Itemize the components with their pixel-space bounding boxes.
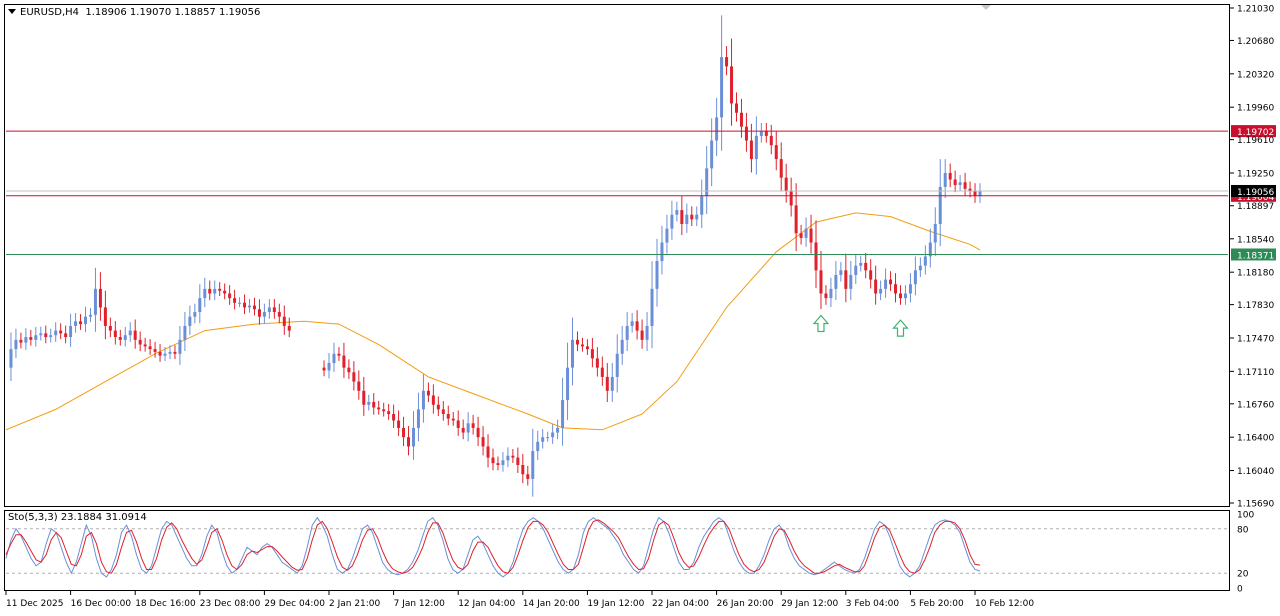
- price-tick-label: 1.16040: [1237, 467, 1274, 477]
- osc-level-label: 100: [1237, 511, 1254, 521]
- time-tick-label: 3 Feb 04:00: [846, 599, 900, 609]
- level-label: 1.19702: [1237, 128, 1274, 138]
- time-tick-label: 7 Jan 12:00: [394, 599, 446, 609]
- time-axis: 11 Dec 2025 16 Dec 00:00 18 Dec 16:00 23 De…: [5, 591, 1034, 609]
- time-tick-label: 12 Jan 04:00: [458, 599, 515, 609]
- time-tick-label: 19 Jan 12:00: [587, 599, 644, 609]
- time-tick-label: 26 Jan 20:00: [717, 599, 774, 609]
- time-tick-label: 14 Jan 20:00: [523, 599, 580, 609]
- level-label-bg: [1231, 189, 1276, 202]
- price-tick-label: 1.19250: [1237, 170, 1274, 180]
- price-tick-label: 1.17830: [1237, 301, 1274, 311]
- price-tick-label: 1.17110: [1237, 368, 1274, 378]
- symbol-label: EURUSD,H4: [20, 7, 80, 18]
- time-tick-label: 18 Dec 16:00: [135, 599, 196, 609]
- level-label: 1.19004: [1237, 193, 1274, 203]
- time-tick-label: 5 Feb 20:00: [910, 599, 964, 609]
- time-tick-label: 16 Dec 00:00: [71, 599, 132, 609]
- oscillator-scale: 100 80 20 0: [1237, 511, 1254, 595]
- stochastic-panel[interactable]: [4, 510, 1230, 591]
- price-tick-label: 1.18897: [1237, 202, 1274, 212]
- time-tick-label: 22 Jan 04:00: [652, 599, 709, 609]
- price-tick-label: 1.18540: [1237, 235, 1274, 245]
- time-tick-label: 29 Jan 12:00: [781, 599, 838, 609]
- time-tick-label: 29 Dec 04:00: [264, 599, 325, 609]
- price-chart-panel[interactable]: [4, 4, 1230, 507]
- osc-level-label: 80: [1237, 525, 1249, 535]
- time-tick-label: 23 Dec 08:00: [200, 599, 261, 609]
- price-tick-label: 1.19610: [1237, 136, 1274, 146]
- time-tick-label: 11 Dec 2025: [6, 599, 64, 609]
- price-tick-label: 1.15690: [1237, 500, 1274, 510]
- level-label-bg: [1231, 248, 1276, 261]
- price-tick-label: 1.17470: [1237, 335, 1274, 345]
- price-tick-label: 1.16760: [1237, 400, 1274, 410]
- time-tick-label: 10 Feb 12:00: [975, 599, 1034, 609]
- price-tick-label: 1.21030: [1237, 5, 1274, 15]
- osc-level-label: 0: [1237, 585, 1243, 595]
- level-label: 1.18371: [1237, 251, 1274, 261]
- ohlc-values: 1.18906 1.19070 1.18857 1.19056: [85, 7, 261, 18]
- price-tick-label: 1.16400: [1237, 434, 1274, 444]
- bid-label: 1.19056: [1237, 188, 1274, 198]
- osc-level-label: 20: [1237, 570, 1249, 580]
- dropdown-triangle-icon[interactable]: [8, 9, 16, 14]
- chart-header: EURUSD,H4 1.18906 1.19070 1.18857 1.1905…: [8, 7, 260, 18]
- price-tick-label: 1.18180: [1237, 269, 1274, 279]
- price-tick-label: 1.20320: [1237, 70, 1274, 80]
- time-tick-label: 2 Jan 21:00: [329, 599, 381, 609]
- oscillator-header: Sto(5,3,3) 23.1884 31.0914: [8, 512, 147, 523]
- price-tick-label: 1.20680: [1237, 37, 1274, 47]
- level-label-bg: [1231, 125, 1276, 138]
- bid-label-bg: [1231, 184, 1276, 197]
- price-scale: 1.21030 1.20680 1.20320 1.19960 1.19610 1.192…: [1230, 5, 1274, 510]
- price-tick-label: 1.19960: [1237, 104, 1274, 114]
